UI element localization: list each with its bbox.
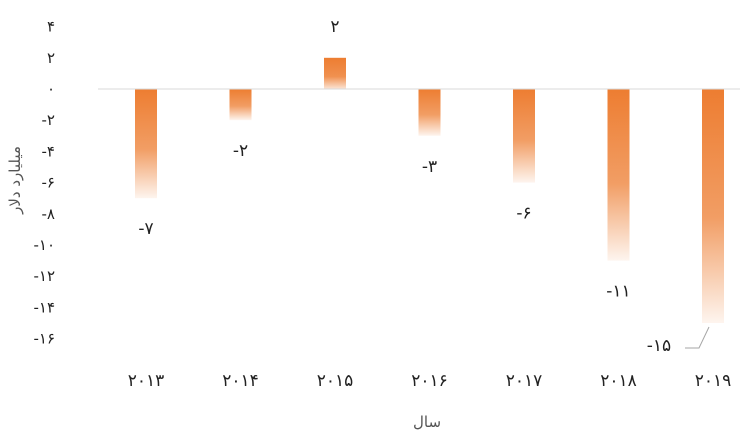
- y-axis-title: میلیارد دلار: [6, 146, 24, 215]
- x-tick-label: ۲۰۱۹: [695, 371, 732, 391]
- bar: [418, 89, 441, 136]
- y-tick-label: ۰: [47, 80, 55, 98]
- bar: [607, 89, 630, 261]
- x-axis-ticks: ۲۰۱۳ ۲۰۱۴ ۲۰۱۵ ۲۰۱۶ ۲۰۱۷ ۲۰۱۸ ۲۰۱۹: [128, 371, 732, 391]
- y-tick-label: ۲: [47, 49, 55, 67]
- data-label: -۲: [233, 141, 248, 161]
- y-tick-label: -۱۲: [33, 267, 55, 285]
- x-tick-label: ۲۰۱۸: [600, 371, 637, 391]
- x-tick-label: ۲۰۱۳: [128, 371, 165, 391]
- bar: [324, 57, 346, 89]
- y-tick-label: ۴: [47, 18, 55, 36]
- y-tick-label: -۱۶: [33, 330, 55, 348]
- y-tick-label: -۸: [42, 205, 55, 223]
- bars: [135, 57, 724, 323]
- y-tick-label: -۱۴: [33, 298, 55, 316]
- bar: [702, 89, 724, 323]
- y-tick-label: -۴: [42, 142, 55, 160]
- data-label: -۱۵: [647, 336, 671, 356]
- data-label: -۳: [422, 157, 437, 177]
- x-tick-label: ۲۰۱۶: [411, 371, 448, 391]
- y-tick-label: -۱۰: [33, 236, 55, 254]
- data-labels: -۷ -۲ ۲ -۳ -۶ -۱۱ -۱۵: [138, 17, 710, 356]
- data-label: -۱۱: [606, 282, 630, 302]
- x-axis-title: سال: [413, 413, 441, 430]
- bar: [513, 89, 535, 183]
- bar: [229, 89, 252, 121]
- y-tick-label: -۶: [42, 174, 55, 192]
- x-tick-label: ۲۰۱۴: [222, 371, 259, 391]
- data-label: -۷: [138, 219, 153, 239]
- bar: [135, 89, 157, 199]
- y-tick-label: -۲: [42, 111, 55, 129]
- x-tick-label: ۲۰۱۷: [506, 371, 543, 391]
- data-label: -۶: [516, 204, 531, 224]
- data-label-leader-line: [685, 326, 710, 349]
- x-tick-label: ۲۰۱۵: [317, 371, 354, 391]
- y-axis-ticks: ۴ ۲ ۰ -۲ -۴ -۶ -۸ -۱۰ -۱۲ -۱۴ -۱۶: [33, 18, 55, 348]
- data-label: ۲: [330, 17, 339, 37]
